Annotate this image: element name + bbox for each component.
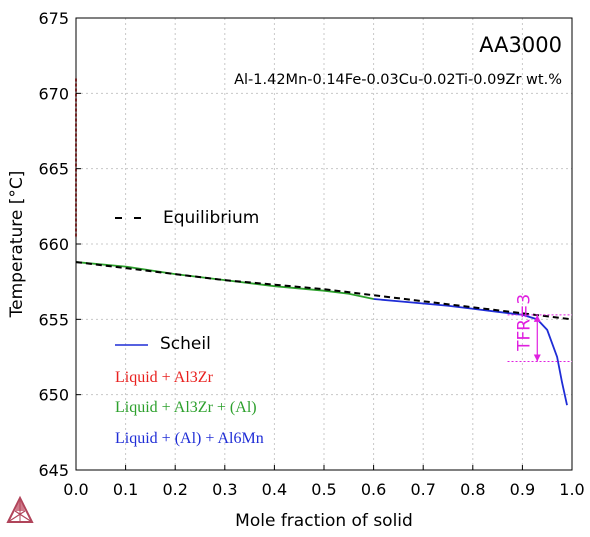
x-tick-label: 0.2 — [162, 480, 187, 499]
chart-title: AA3000 — [479, 33, 562, 57]
chart-subtitle: Al-1.42Mn-0.14Fe-0.03Cu-0.02Ti-0.09Zr wt… — [234, 72, 562, 88]
x-tick-label: 0.7 — [410, 480, 435, 499]
x-tick-label: 1.0 — [559, 480, 584, 499]
tfr-arrow-head-top — [533, 314, 541, 322]
y-tick-label: 655 — [38, 310, 69, 329]
y-tick-label: 650 — [38, 386, 69, 405]
x-tick-label: 0.8 — [460, 480, 485, 499]
annotation-layer: TFR=3 — [507, 294, 572, 363]
x-tick-label: 0.4 — [262, 480, 287, 499]
x-axis-label: Mole fraction of solid — [235, 511, 413, 531]
x-tick-label: 0.3 — [212, 480, 237, 499]
y-tick-label: 660 — [38, 235, 69, 254]
y-axis-label: Temperature [°C] — [7, 171, 27, 319]
legend-equilibrium-label: Equilibrium — [163, 208, 259, 228]
x-tick-label: 0.1 — [113, 480, 138, 499]
tfr-arrow-head-bottom — [533, 354, 541, 362]
series-line-liquid-al-al6mn — [373, 298, 568, 406]
legend-equilibrium: Equilibrium — [115, 208, 259, 228]
thermo-calc-logo — [6, 495, 34, 523]
y-tick-label: 645 — [38, 461, 69, 480]
y-tick-label: 670 — [38, 84, 69, 103]
y-tick-label: 675 — [38, 9, 69, 28]
y-tick-label: 665 — [38, 160, 69, 179]
legend-phase-3: Liquid + (Al) + Al6Mn — [115, 430, 264, 447]
x-tick-label: 0.5 — [311, 480, 336, 499]
series-line-equilibrium — [75, 261, 573, 321]
legend-scheil: Scheil — [115, 334, 211, 354]
ticks-layer: 0.0 0.1 0.2 0.3 0.4 0.5 0.6 0.7 0.8 0.9 1.0 645 650 6… — [38, 9, 584, 499]
legend-phase-1: Liquid + Al3Zr — [115, 369, 214, 386]
x-tick-label: 0.6 — [361, 480, 386, 499]
grid-layer — [76, 18, 572, 470]
series-layer — [75, 78, 573, 406]
x-tick-label: 0.9 — [510, 480, 535, 499]
x-tick-label: 0.0 — [63, 480, 88, 499]
tfr-label: TFR=3 — [514, 294, 534, 352]
legend-scheil-label: Scheil — [160, 334, 211, 354]
legend-phase-2: Liquid + Al3Zr + (Al) — [115, 399, 257, 416]
